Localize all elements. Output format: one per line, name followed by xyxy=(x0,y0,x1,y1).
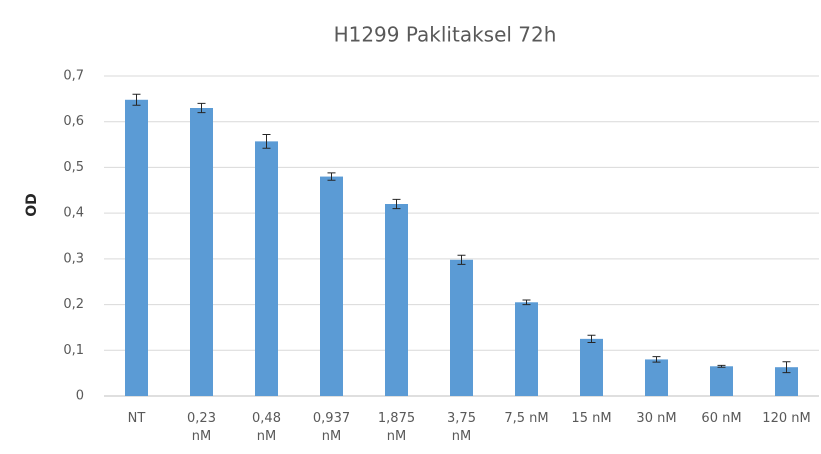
y-tick-label: 0,5 xyxy=(63,160,84,175)
y-tick-label: 0 xyxy=(76,389,84,404)
error-bar xyxy=(262,134,271,149)
bar xyxy=(125,99,148,397)
y-tick-label: 0,3 xyxy=(63,251,84,266)
x-tick-label: 1,875 nM xyxy=(377,411,416,444)
error-bar xyxy=(392,198,401,210)
bar xyxy=(580,338,603,396)
x-tick-label: 0,937 nM xyxy=(312,411,351,444)
chart-title: H1299 Paklitaksel 72h xyxy=(334,23,557,47)
x-tick-label: 7,5 nM xyxy=(504,411,549,426)
error-bar xyxy=(132,93,141,106)
bar xyxy=(255,141,278,396)
x-tick-label: 60 nM xyxy=(701,411,742,426)
error-bar xyxy=(457,254,466,265)
bar xyxy=(710,366,733,396)
x-tick-label: 120 nM xyxy=(762,411,811,426)
error-bar xyxy=(197,102,206,114)
bar xyxy=(775,367,798,396)
bar xyxy=(515,302,538,396)
bar xyxy=(645,359,668,396)
bar xyxy=(385,204,408,396)
y-tick-label: 0,1 xyxy=(63,343,84,358)
error-bar xyxy=(587,334,596,344)
error-bar xyxy=(652,356,661,363)
bar xyxy=(450,259,473,396)
x-tick-label: 0,48 nM xyxy=(252,411,281,444)
y-tick-label: 0,2 xyxy=(63,297,84,312)
bar xyxy=(320,176,343,396)
x-tick-label: 0,23 nM xyxy=(187,411,216,444)
x-tick-label: 15 nM xyxy=(571,411,612,426)
error-bar xyxy=(327,172,336,181)
x-tick-label: NT xyxy=(127,411,146,426)
y-axis-label: OD xyxy=(24,193,40,217)
y-tick-label: 0,6 xyxy=(63,114,84,129)
x-tick-label: 30 nM xyxy=(636,411,677,426)
y-tick-label: 0,7 xyxy=(63,69,84,84)
bar xyxy=(190,108,213,396)
error-bar xyxy=(782,361,791,374)
y-tick-label: 0,4 xyxy=(63,206,84,221)
error-bar xyxy=(522,299,531,306)
error-bar xyxy=(717,364,726,368)
x-tick-label: 3,75 nM xyxy=(447,411,476,444)
